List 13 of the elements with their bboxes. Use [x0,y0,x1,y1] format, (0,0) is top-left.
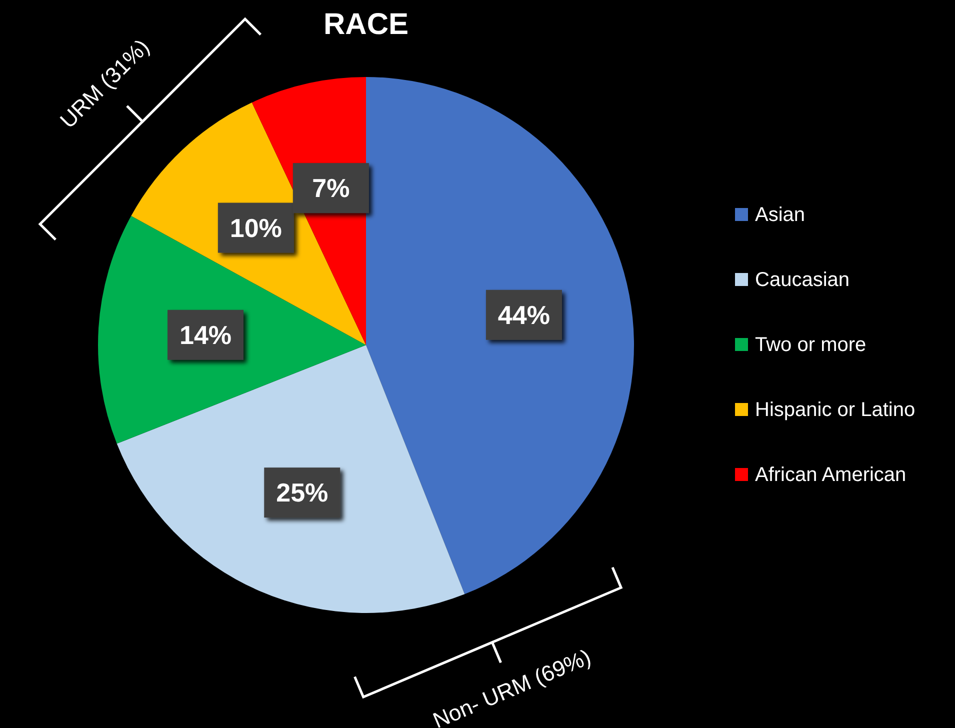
legend-label: African American [755,464,906,486]
data-label: 44% [498,300,550,330]
pie-slice [366,77,634,594]
legend-label: Two or more [755,334,866,356]
data-label: 10% [230,212,282,243]
legend-label: Caucasian [755,269,850,291]
legend-label: Hispanic or Latino [755,399,916,421]
data-label: 7% [312,173,350,204]
pie-slice [116,345,465,613]
chart-title: RACE [323,8,409,41]
data-label: 14% [179,320,232,350]
data-label: 25% [276,478,328,508]
legend-label: Asian [755,204,806,226]
